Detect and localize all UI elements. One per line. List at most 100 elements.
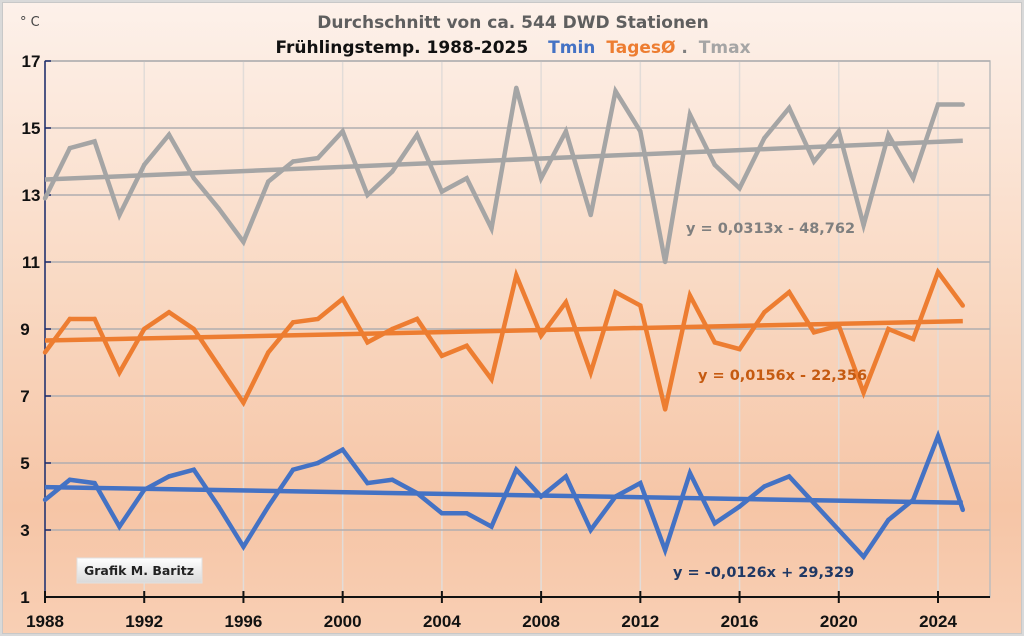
y-tick-label: 7 <box>20 387 29 406</box>
trend-equations: y = 0,0313x - 48,762 y = 0,0156x - 22,35… <box>673 221 867 581</box>
data-point-tagesmittel <box>241 400 246 405</box>
data-point-tagesmittel <box>786 289 792 295</box>
data-point-tmax <box>935 102 941 107</box>
trend-line-tagesmittel <box>44 318 963 343</box>
data-point-tmax <box>166 132 172 137</box>
y-tick-label: 17 <box>22 52 41 71</box>
trend-line-tmax <box>44 138 963 182</box>
data-point-tagesmittel <box>67 316 73 322</box>
data-point-tmin <box>960 507 966 513</box>
data-point-tagesmittel <box>365 340 370 345</box>
data-point-tmax <box>687 112 693 117</box>
data-point-tmax <box>489 226 494 231</box>
data-point-tmin <box>67 477 73 482</box>
data-point-tagesmittel <box>588 370 593 375</box>
data-point-tmin <box>638 480 643 486</box>
data-point-tmax <box>414 132 420 137</box>
data-point-tagesmittel <box>811 330 817 335</box>
data-point-tmin <box>762 484 767 489</box>
y-tick-label: 13 <box>22 186 41 205</box>
data-point-tmax <box>117 212 122 218</box>
data-point-tmin <box>712 521 717 526</box>
data-point-tagesmittel <box>762 310 767 315</box>
data-point-tmin <box>588 527 593 533</box>
data-point-tmax <box>514 85 519 91</box>
data-point-tmin <box>935 434 941 439</box>
x-tick-label: 2000 <box>324 612 362 631</box>
data-point-tagesmittel <box>886 326 891 332</box>
data-point-tmax <box>191 176 197 181</box>
data-point-tagesmittel <box>538 333 544 338</box>
legend-separator: . <box>681 38 687 58</box>
data-point-tagesmittel <box>935 269 941 275</box>
data-point-tmin <box>563 474 569 479</box>
data-point-tmax <box>786 105 792 111</box>
data-point-tagesmittel <box>92 316 97 322</box>
data-point-tmax <box>588 212 593 218</box>
x-tick-label: 2020 <box>820 612 858 631</box>
data-point-tmin <box>836 527 841 533</box>
data-point-tmin <box>266 504 271 509</box>
x-tick-label: 2008 <box>522 612 560 631</box>
data-point-tmax <box>42 196 48 201</box>
watermark-box: Grafik M. Baritz <box>76 557 203 584</box>
chart-subtitle: Frühlingstemp. 1988-2025 Tmin TagesØ . T… <box>275 38 750 58</box>
data-point-tmax <box>67 145 73 151</box>
data-point-tmax <box>662 259 668 265</box>
data-point-tmin <box>290 467 296 472</box>
data-point-tmax <box>613 88 618 94</box>
y-tick-label: 1 <box>20 588 29 607</box>
data-point-tmax <box>390 169 395 174</box>
data-point-tagesmittel <box>514 273 519 278</box>
y-tick-label: 9 <box>20 320 29 339</box>
data-point-tmax <box>340 129 345 134</box>
data-point-tmin <box>191 467 197 472</box>
data-point-tagesmittel <box>216 363 221 369</box>
data-point-tagesmittel <box>737 346 742 352</box>
data-point-tagesmittel <box>662 407 668 412</box>
data-point-tmin <box>687 470 693 476</box>
data-point-tagesmittel <box>117 370 122 375</box>
data-point-tmin <box>662 547 668 553</box>
data-point-tagesmittel <box>638 303 643 308</box>
data-point-tmax <box>910 176 916 181</box>
data-point-tmin <box>365 480 370 486</box>
data-point-tmax <box>241 239 246 245</box>
data-point-tmax <box>886 132 891 137</box>
data-point-tmax <box>290 159 296 164</box>
data-point-tmax <box>811 159 817 164</box>
data-point-tagesmittel <box>687 293 693 298</box>
data-point-tagesmittel <box>42 350 48 355</box>
chart-title: Durchschnitt von ca. 544 DWD Stationen <box>317 13 708 33</box>
legend-tmin: Tmin <box>548 38 595 58</box>
data-point-tmax <box>142 162 147 168</box>
data-point-tmax <box>638 129 643 134</box>
data-point-tmax <box>464 176 469 181</box>
data-point-tmin <box>489 524 494 529</box>
x-tick-label: 2004 <box>423 612 461 631</box>
data-point-tmax <box>315 155 321 161</box>
data-point-tmin <box>439 511 445 516</box>
watermark-text: Grafik M. Baritz <box>84 563 194 578</box>
data-point-tmax <box>712 162 717 168</box>
data-point-tmin <box>786 474 792 479</box>
data-point-tagesmittel <box>489 377 494 382</box>
data-point-tmax <box>365 192 370 198</box>
data-point-tmin <box>390 477 395 482</box>
data-point-tmax <box>563 129 569 134</box>
data-point-tmin <box>216 504 221 509</box>
data-point-tmin <box>117 524 122 529</box>
data-point-tagesmittel <box>861 390 866 395</box>
data-point-tagesmittel <box>464 343 469 348</box>
data-point-tmin <box>861 554 866 559</box>
data-point-tagesmittel <box>166 310 172 315</box>
data-point-tmin <box>886 517 891 523</box>
trend-equation-tagesmittel: y = 0,0156x - 22,356 <box>698 368 867 384</box>
series-line-tagesmittel <box>43 267 965 410</box>
data-point-tagesmittel <box>290 320 296 325</box>
x-tick-label: 1988 <box>26 612 64 631</box>
trend-equation-tmax: y = 0,0313x - 48,762 <box>686 221 855 237</box>
data-point-tmin <box>42 497 48 503</box>
data-point-tagesmittel <box>563 300 569 305</box>
